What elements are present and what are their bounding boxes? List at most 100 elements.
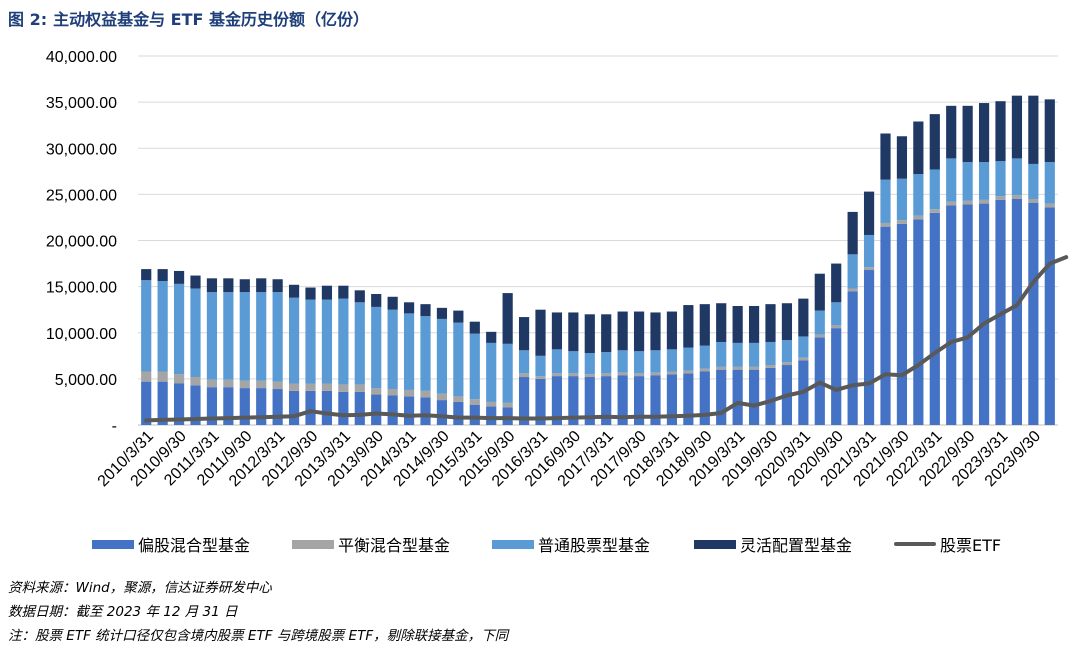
bar-segment-series-1: [896, 220, 908, 224]
bar-segment-series-1: [683, 370, 694, 374]
bar-segment-series-2: [732, 342, 743, 367]
bar-segment-series-1: [1011, 195, 1023, 199]
bar-segment-series-1: [946, 201, 957, 206]
bar-segment-series-0: [354, 391, 365, 425]
bar-segment-series-1: [716, 366, 727, 370]
bar-segment-series-2: [239, 292, 250, 381]
legend-label: 偏股混合型基金: [138, 536, 251, 555]
bar-segment-series-3: [551, 312, 563, 350]
bar-segment-series-2: [748, 342, 760, 367]
figure-notes: 资料来源：Wind，聚源，信达证券研发中心 数据日期：截至 2023 年 12 …: [8, 576, 508, 648]
legend-item-etf: 股票ETF: [894, 532, 1001, 556]
bar-segment-series-2: [338, 298, 349, 385]
bar-segment-series-2: [305, 299, 316, 384]
bar-segment-series-1: [321, 383, 333, 391]
bar-segment-series-0: [321, 390, 333, 425]
bar-segment-series-0: [1028, 202, 1039, 425]
bar-segment-series-2: [387, 309, 398, 390]
bar-segment-series-1: [469, 399, 480, 405]
bar-segment-series-3: [305, 287, 316, 300]
bar-segment-series-0: [1044, 207, 1055, 425]
bar-segment-series-0: [223, 387, 234, 425]
date-note: 数据日期：截至 2023 年 12 月 31 日: [8, 604, 238, 620]
bar-segment-series-0: [190, 385, 201, 425]
bar-segment-series-0: [371, 394, 382, 425]
bar-segment-series-1: [305, 383, 316, 391]
bar-segment-series-3: [436, 307, 448, 319]
bar-segment-series-1: [256, 380, 267, 389]
bar-segment-series-2: [223, 292, 234, 380]
y-tick-label: 20,000.00: [46, 234, 117, 251]
bar-segment-series-3: [518, 317, 530, 351]
bar-segment-series-3: [929, 114, 940, 170]
bar-segment-series-2: [141, 280, 152, 372]
legend-item-ping-heng: 平衡混合型基金: [292, 532, 450, 556]
bar-segment-series-2: [436, 318, 448, 394]
bar-segment-series-0: [141, 381, 152, 425]
bar-segment-series-3: [913, 121, 924, 175]
y-tick-label: 30,000.00: [46, 141, 117, 158]
bar-segment-series-3: [650, 312, 661, 351]
bar-segment-series-0: [765, 367, 776, 425]
bar-segment-series-3: [568, 312, 579, 352]
bar-segment-series-2: [502, 343, 513, 403]
bar-segment-series-3: [321, 285, 333, 300]
bar-segment-series-3: [190, 275, 201, 289]
bar-segment-series-0: [453, 401, 464, 425]
legend-item-ling-huo: 灵活配置型基金: [694, 532, 852, 556]
y-tick-label: 10,000.00: [46, 326, 117, 343]
bar-segment-series-1: [781, 362, 793, 366]
bar-segment-series-1: [518, 373, 530, 378]
legend-label: 平衡混合型基金: [338, 536, 451, 555]
scope-note: 注：股票 ETF 统计口径仅包含境内股票 ETF 与跨境股票 ETF，剔除联接基…: [8, 628, 509, 644]
bar-segment-series-1: [173, 374, 185, 384]
bar-segment-series-2: [371, 306, 382, 389]
bar-segment-series-3: [371, 294, 382, 307]
bar-segment-series-3: [584, 314, 595, 354]
bar-segment-series-3: [223, 278, 234, 293]
legend-swatch: [694, 539, 736, 549]
bar-segment-series-1: [995, 196, 1006, 200]
bar-segment-series-2: [206, 292, 218, 380]
chart-legend: 偏股混合型基金 平衡混合型基金 普通股票型基金 灵活配置型基金 股票ETF: [0, 532, 1080, 556]
bar-segment-series-3: [946, 105, 957, 159]
bar-segment-series-3: [781, 303, 793, 341]
bar-segment-series-1: [157, 371, 168, 382]
bar-segment-series-3: [601, 314, 612, 353]
bar-segment-series-3: [1044, 99, 1055, 163]
bar-segment-series-3: [732, 305, 743, 343]
bar-segment-series-0: [863, 270, 875, 425]
bar-segment-series-1: [206, 379, 218, 388]
bar-segment-series-0: [699, 371, 710, 425]
bar-segment-series-2: [699, 345, 710, 369]
bar-segment-series-2: [929, 169, 940, 210]
bar-segment-series-3: [535, 309, 546, 356]
bar-segment-series-0: [929, 212, 940, 425]
bar-segment-series-1: [798, 357, 809, 361]
bar-segment-series-1: [403, 389, 415, 397]
y-tick-label: 25,000.00: [46, 187, 117, 204]
bar-segment-series-3: [683, 305, 694, 348]
bar-segment-series-3: [453, 310, 464, 323]
bar-segment-series-0: [387, 395, 398, 425]
bar-segment-series-3: [880, 133, 891, 180]
bar-segment-series-1: [633, 373, 645, 377]
bar-segment-series-3: [288, 284, 300, 298]
bar-segment-series-1: [371, 388, 382, 395]
bar-segment-series-0: [847, 291, 858, 425]
bar-segment-series-2: [650, 350, 661, 373]
bar-segment-series-0: [880, 226, 891, 425]
bar-segment-series-0: [617, 375, 628, 425]
bar-segment-series-3: [633, 311, 645, 352]
bar-segment-series-1: [1028, 198, 1039, 203]
bar-segment-series-0: [551, 376, 563, 425]
bar-segment-series-2: [272, 292, 283, 382]
bar-segment-series-3: [354, 290, 365, 303]
bar-segment-series-1: [732, 366, 743, 370]
bar-segment-series-0: [420, 397, 431, 425]
bar-segment-series-3: [798, 298, 809, 337]
figure-title: 图 2: 主动权益基金与 ETF 基金历史份额（亿份）: [8, 6, 369, 30]
bar-segment-series-0: [403, 396, 415, 425]
bar-segment-series-0: [601, 376, 612, 425]
bar-segment-series-3: [765, 304, 776, 342]
